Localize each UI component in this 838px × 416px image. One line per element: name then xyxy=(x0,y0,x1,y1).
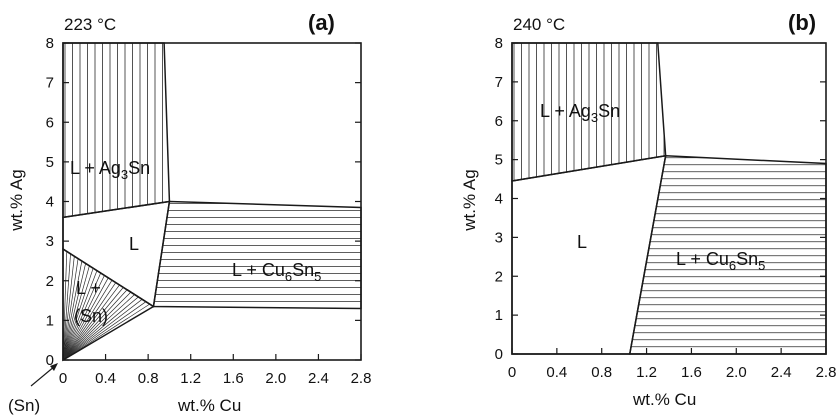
fan-line xyxy=(62,275,105,361)
x-tick-label: 0.8 xyxy=(591,364,612,381)
y-tick-label: 1 xyxy=(495,307,503,324)
panel-b: 0 0.4 0.8 1.2 1.6 2.0 2.4 2.8 0 1 2 3 4 5 6 7 8 240 °C (… xyxy=(460,10,836,409)
boundary-l xyxy=(511,154,667,355)
y-tick-label: 8 xyxy=(495,35,503,52)
y-tick-label: 3 xyxy=(495,229,503,246)
fan-line xyxy=(62,270,98,361)
phase-label-sn-line1-a: L + xyxy=(76,278,101,298)
y-tick-label: 7 xyxy=(46,75,54,92)
axis-ticks-b: 0 0.4 0.8 1.2 1.6 2.0 2.4 2.8 0 1 2 3 4 5 6 7 8 xyxy=(495,35,837,381)
y-tick-label: 2 xyxy=(495,268,503,285)
x-tick-label: 1.6 xyxy=(681,364,702,381)
y-tick-label: 7 xyxy=(495,74,503,91)
fan-line xyxy=(62,291,132,361)
sn-region-fan-hatch-a xyxy=(62,251,150,361)
sn-corner-arrow xyxy=(30,365,56,387)
cu6sn5-region-hatch-a xyxy=(153,203,361,302)
panel-tag-b: (b) xyxy=(788,10,816,35)
fan-line xyxy=(62,289,128,361)
y-tick-label: 6 xyxy=(495,113,503,130)
y-tick-label: 5 xyxy=(495,152,503,169)
phase-label-l-b: L xyxy=(577,232,587,252)
phase-label-l-a: L xyxy=(129,234,139,254)
fan-line xyxy=(62,263,86,361)
y-tick-label: 6 xyxy=(46,114,54,131)
axis-ticks-a: 0 0.4 0.8 1.2 1.6 2.0 2.4 2.8 0 1 2 3 4 5 6 7 8 xyxy=(46,35,372,387)
x-tick-label: 1.2 xyxy=(180,370,201,387)
fan-line xyxy=(62,301,147,361)
y-tick-label: 3 xyxy=(46,233,54,250)
phase-label-ag3sn-b: L + Ag3Sn xyxy=(540,101,620,125)
x-tick-label: 0 xyxy=(59,370,67,387)
x-tick-label: 0.4 xyxy=(95,370,116,387)
x-tick-label: 2.0 xyxy=(726,364,747,381)
y-axis-label-a: wt.% Ag xyxy=(7,169,26,231)
x-tick-label: 2.8 xyxy=(351,370,372,387)
x-axis-label-a: wt.% Cu xyxy=(177,396,241,415)
x-tick-label: 2.0 xyxy=(265,370,286,387)
cu6sn5-region-hatch-b xyxy=(629,157,826,354)
panel-tag-a: (a) xyxy=(308,10,335,35)
x-axis-label-b: wt.% Cu xyxy=(632,390,696,409)
fan-line xyxy=(62,279,113,361)
fan-line xyxy=(62,277,109,361)
boundary-l-ag3sn xyxy=(62,42,171,219)
fan-line xyxy=(62,272,102,361)
sn-corner-label: (Sn) xyxy=(8,396,40,415)
fan-line xyxy=(62,296,139,361)
y-tick-label: 4 xyxy=(495,191,503,208)
fan-line xyxy=(62,260,83,361)
y-tick-label: 0 xyxy=(495,346,503,363)
phase-label-sn-line2-a: (Sn) xyxy=(74,306,108,326)
y-tick-label: 4 xyxy=(46,194,54,211)
fan-line xyxy=(62,268,94,361)
panel-a: 0 0.4 0.8 1.2 1.6 2.0 2.4 2.8 0 1 2 3 4 5 6 7 8 223 °C (… xyxy=(7,10,371,415)
fan-line xyxy=(62,282,117,361)
fan-line xyxy=(62,265,90,361)
fan-line xyxy=(62,253,71,361)
sn-corner-arrowhead xyxy=(50,363,58,371)
fan-line xyxy=(62,299,143,361)
y-tick-label: 5 xyxy=(46,154,54,171)
fan-line xyxy=(62,294,135,361)
y-tick-label: 1 xyxy=(46,312,54,329)
x-tick-label: 0.8 xyxy=(138,370,159,387)
x-tick-label: 1.6 xyxy=(223,370,244,387)
fan-line xyxy=(62,258,79,361)
y-tick-label: 8 xyxy=(46,35,54,52)
fan-line xyxy=(62,287,124,361)
temperature-label-a: 223 °C xyxy=(64,15,116,34)
y-tick-label: 0 xyxy=(46,352,54,369)
x-tick-label: 0.4 xyxy=(546,364,567,381)
ag3sn-region-hatch-a xyxy=(64,43,163,218)
x-tick-label: 0 xyxy=(508,364,516,381)
fan-line xyxy=(62,256,75,361)
temperature-label-b: 240 °C xyxy=(513,15,565,34)
x-tick-label: 2.8 xyxy=(816,364,837,381)
ag3sn-region-hatch-b xyxy=(513,43,665,182)
x-tick-label: 2.4 xyxy=(771,364,792,381)
x-tick-label: 1.2 xyxy=(636,364,657,381)
y-tick-label: 2 xyxy=(46,273,54,290)
fan-line xyxy=(62,284,120,361)
x-tick-label: 2.4 xyxy=(308,370,329,387)
y-axis-label-b: wt.% Ag xyxy=(460,169,479,231)
